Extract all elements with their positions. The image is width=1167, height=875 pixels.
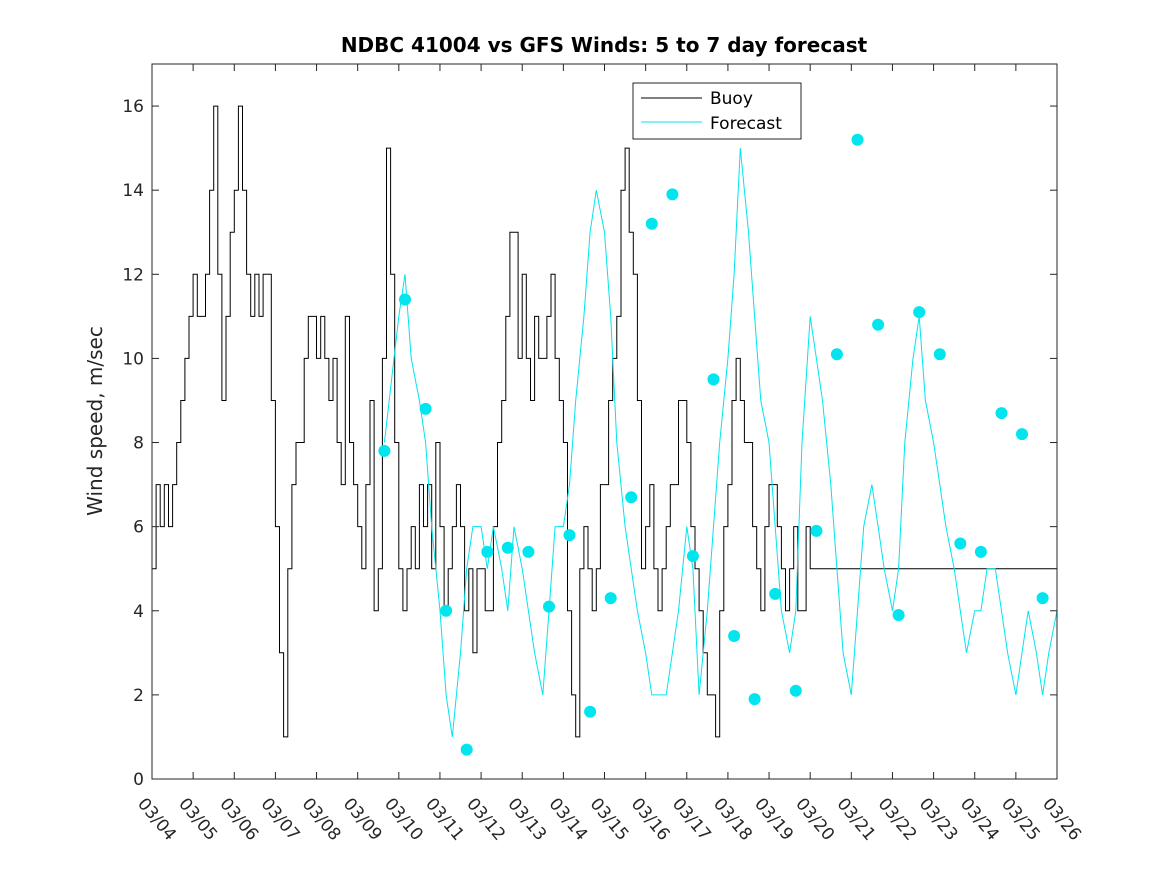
x-tick-label: 03/10 (380, 794, 427, 844)
forecast-marker (666, 188, 679, 201)
x-tick-label: 03/23 (915, 794, 962, 844)
plot-background (152, 64, 1057, 779)
x-tick-label: 03/07 (257, 794, 304, 844)
y-tick-label: 0 (133, 770, 144, 790)
legend-box (632, 82, 802, 140)
plot-area (152, 64, 1058, 779)
forecast-marker (892, 609, 905, 621)
y-tick-label: 4 (133, 602, 144, 622)
forecast-marker (995, 407, 1008, 420)
forecast-marker (974, 545, 987, 558)
x-tick-label: 03/20 (791, 794, 838, 844)
x-tick-label: 03/21 (832, 794, 879, 844)
x-tick-label: 03/11 (421, 794, 468, 844)
x-tick-label: 03/13 (503, 794, 550, 844)
forecast-marker (851, 133, 864, 146)
y-tick-label: 12 (122, 265, 144, 285)
y-tick-label: 6 (133, 518, 144, 538)
forecast-marker (913, 306, 926, 319)
forecast-marker (378, 444, 391, 457)
x-tick-label: 03/24 (956, 794, 1003, 844)
forecast-marker (440, 604, 453, 617)
x-tick-label: 03/18 (709, 794, 756, 844)
series-line-buoy (152, 105, 1057, 738)
forecast-marker (789, 684, 802, 697)
forecast-marker (1016, 428, 1028, 441)
y-axis-label: Wind speed, m/sec (83, 326, 107, 516)
series-line-forecast (383, 148, 1058, 737)
x-tick-label: 03/12 (462, 794, 509, 844)
forecast-marker (625, 491, 638, 504)
forecast-marker (933, 348, 946, 361)
forecast-marker (399, 293, 411, 306)
x-tick-label: 03/15 (586, 794, 633, 844)
forecast-marker (460, 743, 473, 756)
x-tick-label: 03/22 (874, 794, 921, 844)
y-tick-label: 10 (122, 349, 144, 369)
forecast-marker (522, 545, 535, 558)
y-tick-label: 8 (133, 434, 144, 454)
x-tick-label: 03/09 (339, 794, 386, 844)
forecast-marker (830, 348, 843, 361)
forecast-marker (810, 524, 823, 537)
forecast-marker (584, 705, 597, 718)
y-tick-label: 2 (133, 686, 144, 706)
forecast-marker (645, 217, 658, 230)
forecast-marker (769, 587, 782, 600)
forecast-marker (481, 545, 494, 558)
x-tick-label: 03/19 (750, 794, 797, 844)
forecast-marker (707, 373, 720, 386)
x-tick-label: 03/14 (545, 794, 592, 844)
x-tick-label: 03/08 (298, 794, 345, 844)
x-tick-label: 03/04 (133, 794, 180, 844)
forecast-marker (954, 537, 967, 550)
x-tick-label: 03/25 (997, 794, 1044, 844)
forecast-marker (563, 529, 576, 542)
forecast-marker (748, 693, 761, 706)
forecast-marker (501, 541, 514, 554)
forecast-marker (604, 592, 617, 605)
x-tick-label: 03/26 (1038, 794, 1085, 844)
forecast-marker (872, 318, 885, 331)
x-tick-label: 03/16 (627, 794, 674, 844)
x-tick-label: 03/06 (215, 794, 262, 844)
forecast-marker (686, 550, 699, 563)
forecast-marker (543, 600, 555, 613)
x-tick-label: 03/17 (668, 794, 715, 844)
forecast-marker (1036, 592, 1049, 605)
legend-label-forecast: Forecast (710, 114, 782, 134)
legend: Buoy Forecast (632, 82, 802, 140)
legend-label-buoy: Buoy (710, 89, 753, 109)
forecast-marker (728, 630, 741, 642)
y-tick-label: 14 (122, 181, 144, 201)
y-tick-label: 16 (122, 97, 144, 117)
chart-title: NDBC 41004 vs GFS Winds: 5 to 7 day fore… (341, 33, 868, 57)
x-tick-label: 03/05 (174, 794, 221, 844)
forecast-marker (419, 402, 432, 415)
